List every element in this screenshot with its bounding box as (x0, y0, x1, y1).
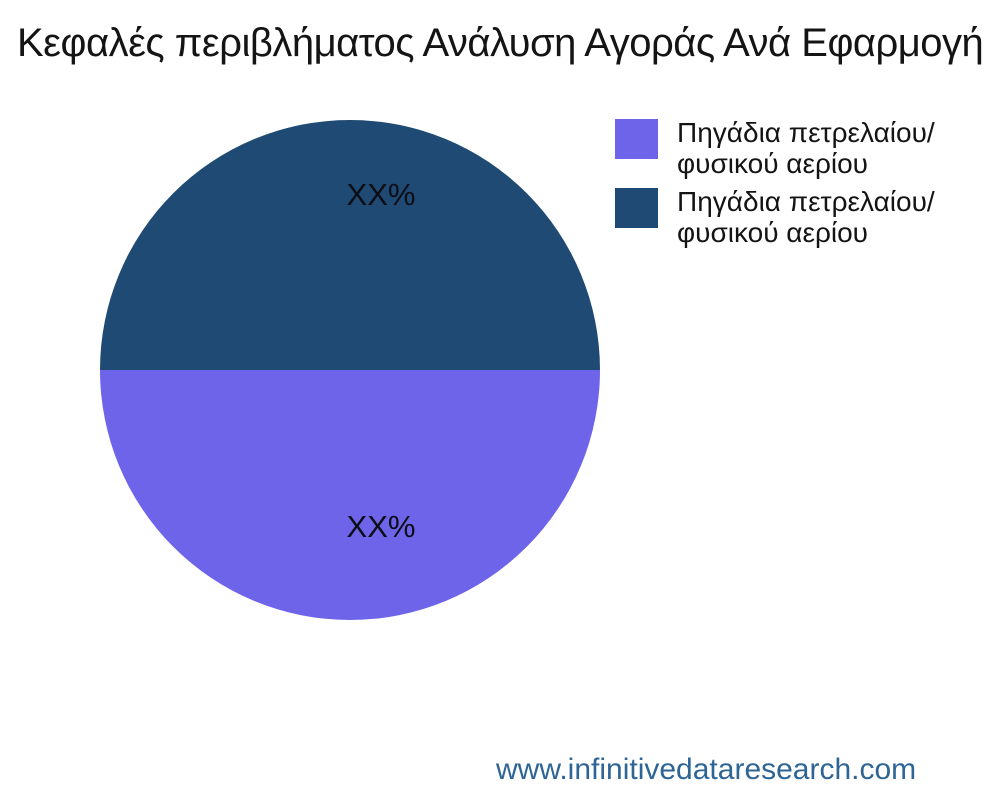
legend-entry: Πηγάδια πετρελαίου/φυσικού αερίου (615, 186, 990, 248)
legend-label: Πηγάδια πετρελαίου/φυσικού αερίου (677, 117, 935, 179)
legend-label: Πηγάδια πετρελαίου/φυσικού αερίου (677, 186, 935, 248)
pie-chart (100, 120, 600, 620)
legend-swatch-icon (615, 119, 658, 159)
legend-swatch-icon (615, 188, 658, 228)
legend-swatch-rect (615, 119, 658, 159)
legend-entry: Πηγάδια πετρελαίου/φυσικού αερίου (615, 117, 990, 179)
pie-slice-top (100, 120, 600, 370)
pie-slice-label-top: XX% (346, 177, 416, 212)
legend: Πηγάδια πετρελαίου/φυσικού αερίου Πηγάδι… (615, 117, 990, 255)
legend-swatch-rect (615, 188, 658, 228)
pie-slice-bottom (100, 370, 600, 620)
chart-title: Κεφαλές περιβλήματος Ανάλυση Αγοράς Ανά … (17, 21, 984, 65)
website-link[interactable]: www.infinitivedataresearch.com (496, 753, 917, 786)
pie-slice-label-bottom: XX% (346, 509, 416, 544)
